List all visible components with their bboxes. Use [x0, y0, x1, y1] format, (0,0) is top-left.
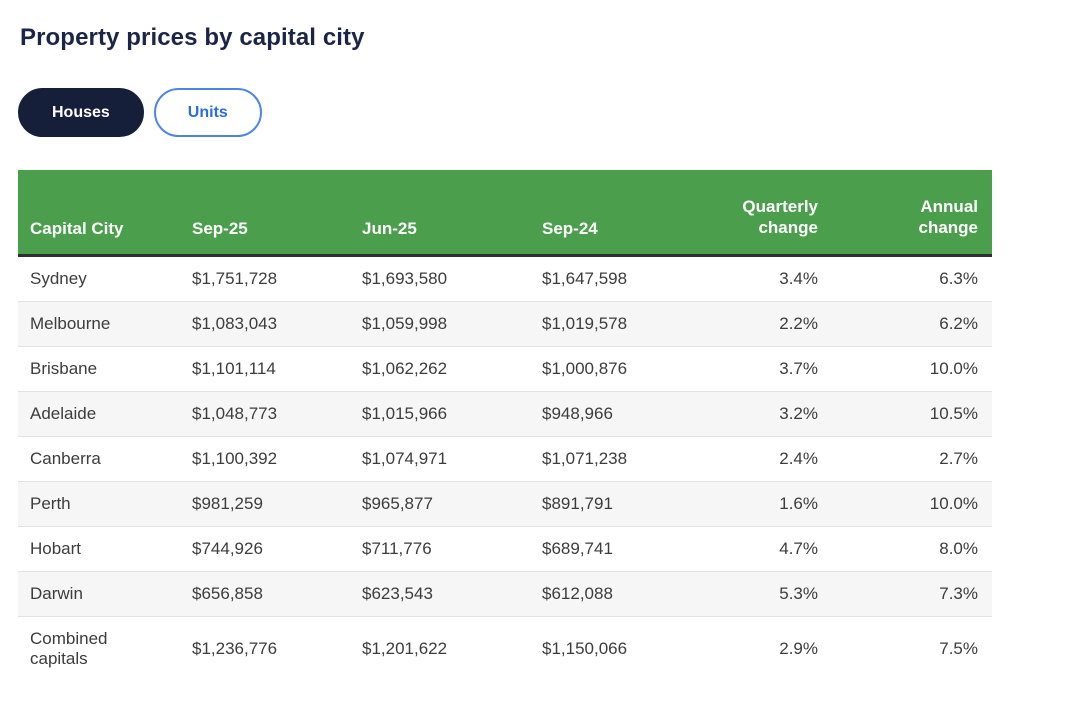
percent-cell: 6.3%	[939, 268, 978, 288]
price-cell: $711,776	[362, 538, 432, 558]
city-cell: Brisbane	[30, 358, 98, 378]
property-prices-table: Capital City Sep-25 Jun-25 Sep-24 Quarte…	[18, 170, 992, 681]
percent-cell: 2.4%	[779, 448, 818, 468]
price-cell: $1,201,622	[362, 638, 448, 658]
price-cell: $1,015,966	[362, 403, 448, 423]
price-cell: $656,858	[192, 583, 263, 603]
price-cell: $744,926	[192, 538, 263, 558]
header-cell-capital-city: Capital City	[18, 170, 180, 257]
header-cell-sep-25: Sep-25	[180, 170, 350, 257]
price-cell: $1,062,262	[362, 358, 448, 378]
price-cell: $948,966	[542, 403, 613, 423]
header-label: Annual change	[918, 197, 979, 238]
price-cell: $1,101,114	[192, 358, 276, 378]
percent-cell: 7.5%	[939, 638, 978, 658]
city-cell: Perth	[30, 493, 71, 513]
percent-cell: 10.5%	[929, 403, 978, 423]
price-cell: $965,877	[362, 493, 433, 513]
percent-cell: 10.0%	[929, 493, 978, 513]
header-cell-annual-change: Annual change	[832, 170, 992, 257]
percent-cell: 8.0%	[939, 538, 978, 558]
city-cell: Adelaide	[30, 403, 97, 423]
percent-cell: 5.3%	[779, 583, 818, 603]
percent-cell: 2.2%	[779, 313, 818, 333]
price-cell: $612,088	[542, 583, 613, 603]
percent-cell: 3.7%	[779, 358, 818, 378]
table-row: Brisbane $1,101,114 $1,062,262 $1,000,876 3.…	[18, 346, 992, 391]
price-cell: $1,100,392	[192, 448, 278, 468]
price-cell: $1,236,776	[192, 638, 278, 658]
table-body: Sydney $1,751,728 $1,693,580 $1,647,598 3.4%…	[18, 255, 992, 681]
percent-cell: 7.3%	[939, 583, 978, 603]
percent-cell: 2.7%	[939, 448, 978, 468]
price-cell: $981,259	[192, 493, 263, 513]
units-toggle-button[interactable]: Units	[153, 88, 262, 137]
price-cell: $1,083,043	[192, 313, 278, 333]
city-cell: Canberra	[30, 448, 101, 468]
table-row: Darwin $656,858 $623,543 $612,088 5.3% 7.3%	[18, 571, 992, 616]
price-cell: $1,074,971	[362, 448, 448, 468]
price-cell: $1,751,728	[192, 268, 278, 288]
city-cell: Combined capitals	[30, 628, 108, 668]
city-cell: Darwin	[30, 583, 83, 603]
houses-toggle-button[interactable]: Houses	[18, 88, 144, 137]
price-cell: $1,059,998	[362, 313, 448, 333]
table-row: Sydney $1,751,728 $1,693,580 $1,647,598 3.4%…	[18, 255, 992, 301]
page-title: Property prices by capital city	[20, 24, 365, 51]
table-row: Adelaide $1,048,773 $1,015,966 $948,966 3.2%…	[18, 391, 992, 436]
property-type-toggle: Houses Units	[18, 88, 1080, 137]
percent-cell: 6.2%	[939, 313, 978, 333]
table-row: Canberra $1,100,392 $1,074,971 $1,071,238 2.…	[18, 436, 992, 481]
price-cell: $689,741	[542, 538, 613, 558]
percent-cell: 10.0%	[929, 358, 978, 378]
price-cell: $623,543	[362, 583, 433, 603]
price-cell: $1,019,578	[542, 313, 628, 333]
table-row: Hobart $744,926 $711,776 $689,741 4.7% 8.0%	[18, 526, 992, 571]
price-cell: $1,048,773	[192, 403, 278, 423]
price-cell: $1,693,580	[362, 268, 448, 288]
table-header-row: Capital City Sep-25 Jun-25 Sep-24 Quarte…	[18, 170, 992, 257]
percent-cell: 1.6%	[779, 493, 818, 513]
table-row: Perth $981,259 $965,877 $891,791 1.6% 10.0%	[18, 481, 992, 526]
percent-cell: 3.2%	[779, 403, 818, 423]
price-cell: $1,150,066	[542, 638, 628, 658]
price-cell: $1,071,238	[542, 448, 628, 468]
percent-cell: 2.9%	[779, 638, 818, 658]
header-label: Quarterly change	[742, 197, 818, 238]
table-row: Combined capitals $1,236,776 $1,201,622 $1,…	[18, 616, 992, 681]
header-cell-jun-25: Jun-25	[350, 170, 530, 257]
price-cell: $1,647,598	[542, 268, 628, 288]
percent-cell: 4.7%	[779, 538, 818, 558]
table-row: Melbourne $1,083,043 $1,059,998 $1,019,578 2…	[18, 301, 992, 346]
price-cell: $891,791	[542, 493, 613, 513]
price-cell: $1,000,876	[542, 358, 628, 378]
city-cell: Melbourne	[30, 313, 111, 333]
city-cell: Hobart	[30, 538, 82, 558]
header-cell-sep-24: Sep-24	[530, 170, 687, 257]
header-cell-quarterly-change: Quarterly change	[687, 170, 832, 257]
city-cell: Sydney	[30, 268, 87, 288]
percent-cell: 3.4%	[779, 268, 818, 288]
